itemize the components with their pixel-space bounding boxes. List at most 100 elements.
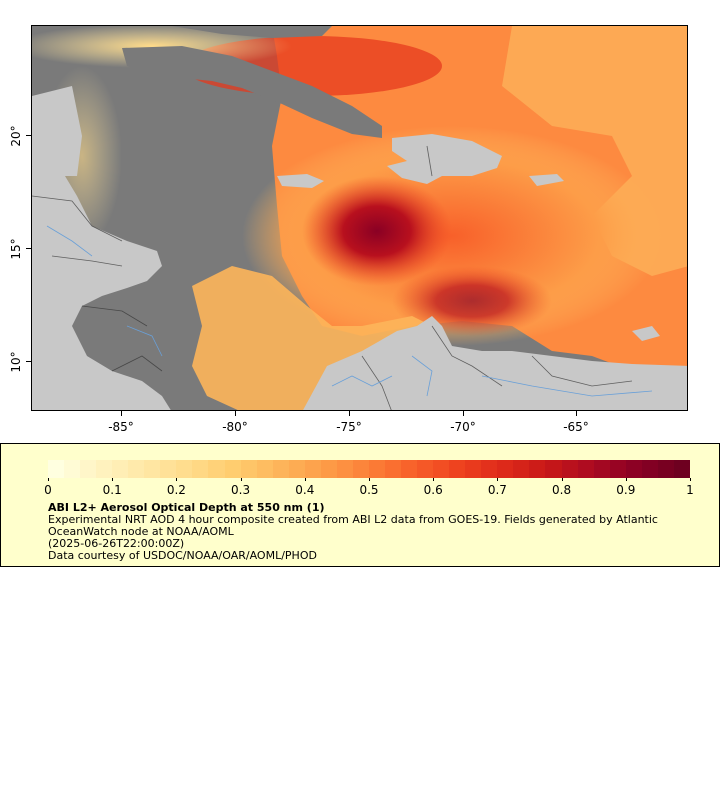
land-yucatan	[32, 86, 82, 176]
x-tick-label: -85°	[108, 420, 134, 434]
colorbar-swatch	[272, 460, 289, 478]
y-tick-label: 20°	[9, 125, 23, 147]
colorbar-tick	[304, 478, 306, 481]
colorbar-swatch	[304, 460, 321, 478]
colorbar-swatch	[449, 460, 466, 478]
land-central-america	[32, 166, 171, 410]
colorbar-tick	[240, 478, 242, 481]
country-borders	[32, 145, 633, 410]
aod-map	[32, 26, 687, 410]
colorbar-swatch	[673, 460, 690, 478]
colorbar-label: 0.6	[423, 483, 443, 497]
colorbar	[48, 460, 690, 478]
colorbar-swatch	[368, 460, 385, 478]
colorbar-tick	[48, 478, 49, 481]
x-tick	[463, 411, 464, 416]
colorbar-swatch	[625, 460, 642, 478]
colorbar-swatch	[288, 460, 305, 478]
colorbar-swatch	[641, 460, 658, 478]
colorbar-swatch	[481, 460, 498, 478]
colorbar-label: 0	[44, 483, 52, 497]
land-jamaica	[277, 174, 324, 188]
land-puerto-rico	[529, 174, 564, 186]
colorbar-swatch	[256, 460, 273, 478]
colorbar-swatch	[144, 460, 161, 478]
colorbar-swatch	[96, 460, 113, 478]
colorbar-swatch	[208, 460, 225, 478]
x-tick-label: -80°	[222, 420, 248, 434]
map-panel	[31, 25, 688, 411]
x-tick-label: -70°	[450, 420, 476, 434]
x-tick	[349, 411, 350, 416]
land-north	[172, 26, 332, 38]
legend-title: ABI L2+ Aerosol Optical Depth at 550 nm …	[48, 501, 325, 514]
colorbar-label: 0.9	[616, 483, 636, 497]
colorbar-swatch	[48, 460, 65, 478]
colorbar-swatch	[112, 460, 129, 478]
x-tick	[235, 411, 236, 416]
colorbar-swatch	[593, 460, 610, 478]
colorbar-tick	[690, 478, 691, 481]
colorbar-swatch	[561, 460, 578, 478]
colorbar-swatch	[545, 460, 562, 478]
colorbar-label: 0.4	[295, 483, 315, 497]
colorbar-swatch	[352, 460, 369, 478]
colorbar-swatch	[465, 460, 482, 478]
colorbar-tick	[176, 478, 178, 481]
land-trinidad	[632, 326, 660, 341]
colorbar-tick	[433, 478, 435, 481]
legend-timestamp: (2025-06-26T22:00:00Z)	[48, 537, 185, 550]
y-tick-label: 10°	[9, 351, 23, 373]
land-south-america	[303, 316, 687, 410]
aod-field-west	[192, 266, 432, 410]
colorbar-swatch	[160, 460, 177, 478]
x-tick-label: -65°	[563, 420, 589, 434]
colorbar-tick	[369, 478, 370, 481]
colorbar-swatch	[64, 460, 81, 478]
y-tick-15	[26, 248, 31, 249]
colorbar-swatch	[80, 460, 97, 478]
colorbar-swatch	[128, 460, 145, 478]
x-tick	[121, 411, 122, 416]
colorbar-swatch	[577, 460, 594, 478]
legend-panel: ABI L2+ Aerosol Optical Depth at 550 nm …	[0, 443, 720, 567]
colorbar-label: 1	[686, 483, 694, 497]
colorbar-label: 0.8	[552, 483, 572, 497]
colorbar-swatch	[240, 460, 257, 478]
colorbar-swatch	[497, 460, 514, 478]
legend-credit: Data courtesy of USDOC/NOAA/OAR/AOML/PHO…	[48, 549, 317, 562]
land-hispaniola	[387, 134, 502, 184]
colorbar-label: 0.1	[102, 483, 122, 497]
y-tick-label: 15°	[9, 238, 23, 260]
colorbar-swatch	[513, 460, 530, 478]
colorbar-label: 0.5	[359, 483, 379, 497]
colorbar-tick	[625, 478, 627, 481]
y-tick-20	[26, 135, 31, 136]
colorbar-swatch	[657, 460, 674, 478]
colorbar-label: 0.7	[487, 483, 507, 497]
colorbar-label: 0.2	[166, 483, 186, 497]
land-cuba	[122, 46, 382, 138]
rivers	[46, 225, 653, 397]
colorbar-swatch	[433, 460, 450, 478]
colorbar-swatch	[384, 460, 402, 478]
x-tick	[576, 411, 577, 416]
legend-description: Experimental NRT AOD 4 hour composite cr…	[48, 513, 658, 526]
colorbar-swatch	[176, 460, 193, 478]
y-tick-10	[26, 361, 31, 362]
colorbar-swatch	[224, 460, 241, 478]
colorbar-tick	[561, 478, 563, 481]
colorbar-tick	[112, 478, 114, 481]
legend-description-cont: OceanWatch node at NOAA/AOML	[48, 525, 234, 538]
x-tick-label: -75°	[336, 420, 362, 434]
colorbar-tick	[497, 478, 499, 481]
colorbar-swatch	[401, 460, 418, 478]
aod-core	[302, 176, 452, 286]
colorbar-swatch	[417, 460, 434, 478]
colorbar-swatch	[320, 460, 337, 478]
colorbar-label: 0.3	[231, 483, 251, 497]
colorbar-swatch	[609, 460, 626, 478]
colorbar-swatch	[192, 460, 209, 478]
colorbar-swatch	[336, 460, 353, 478]
colorbar-swatch	[529, 460, 546, 478]
